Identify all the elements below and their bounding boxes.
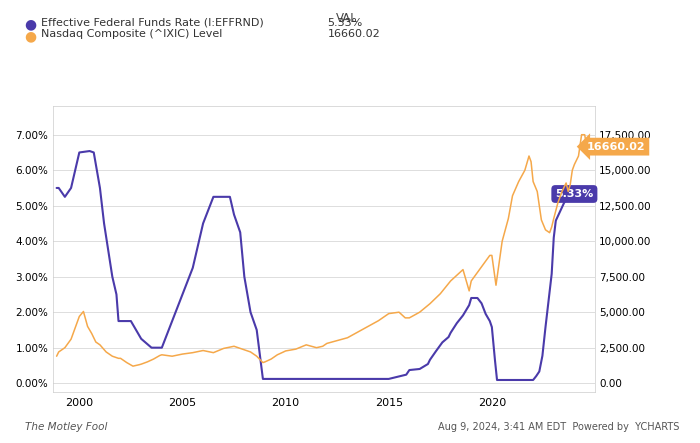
- Text: The Motley Fool: The Motley Fool: [25, 422, 107, 432]
- Text: VAL: VAL: [335, 12, 358, 24]
- Text: Aug 9, 2024, 3:41 AM EDT  Powered by  YCHARTS: Aug 9, 2024, 3:41 AM EDT Powered by YCHA…: [438, 422, 679, 432]
- Text: 16660.02: 16660.02: [587, 142, 645, 152]
- Text: 5.33%: 5.33%: [328, 18, 363, 28]
- Text: Nasdaq Composite (^IXIC) Level: Nasdaq Composite (^IXIC) Level: [41, 29, 222, 39]
- Text: ●: ●: [25, 18, 36, 32]
- Text: ●: ●: [25, 29, 36, 43]
- Text: 5.33%: 5.33%: [555, 189, 594, 199]
- Text: 16660.02: 16660.02: [328, 29, 380, 39]
- Text: Effective Federal Funds Rate (I:EFFRND): Effective Federal Funds Rate (I:EFFRND): [41, 18, 263, 28]
